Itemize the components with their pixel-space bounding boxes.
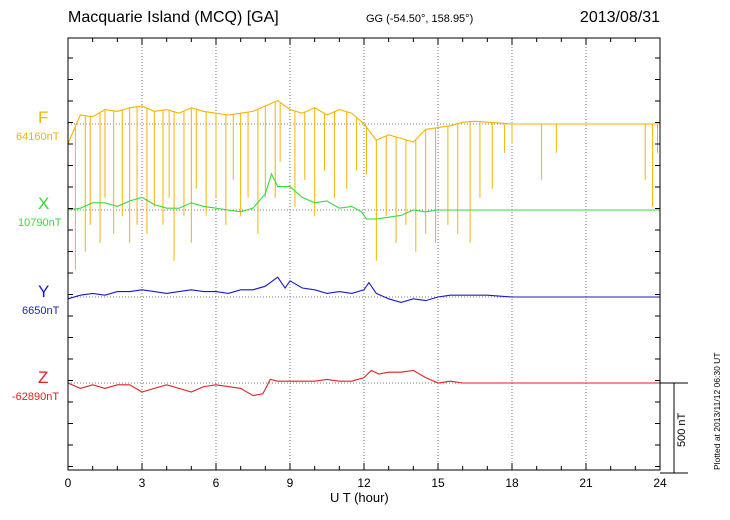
x-tick-labels: 0 3 6 9 12 15 18 21 24 (65, 476, 667, 490)
x-tick-label-21: 21 (579, 476, 593, 490)
plotted-timestamp: Plotted at 2013/11/12 06:30 UT (712, 352, 722, 470)
series-baseline-text-z: -62890nT (12, 391, 60, 403)
series-label-x: X (38, 194, 49, 214)
plot-frame (67, 37, 661, 471)
x-tick-label-15: 15 (431, 476, 445, 490)
x-tick-label-12: 12 (357, 476, 371, 490)
series-name-z: Z (38, 368, 49, 387)
series-traces (67, 99, 660, 397)
x-tick-label-0: 0 (65, 476, 72, 490)
series-line-z (67, 369, 660, 397)
series-baseline-text-f: 64160nT (16, 131, 60, 143)
grid-lines (141, 38, 587, 470)
series-baseline-f: 64160nT (16, 131, 59, 143)
series-name-y: Y (38, 282, 50, 301)
series-baseline-z: -62890nT (12, 391, 59, 403)
chart-date: 2013/08/31 (579, 9, 660, 26)
series-baseline-text-y: 6650nT (22, 305, 60, 317)
x-tick-label-18: 18 (505, 476, 519, 490)
scale-bar (660, 382, 688, 474)
station-title: Macquarie Island (MCQ) [GA] (68, 9, 279, 26)
x-axis-label: U T (hour) (330, 490, 389, 505)
station-coordinates: GG (-54.50°, 158.95°) (366, 13, 474, 25)
series-label-f: F (38, 108, 48, 128)
x-tick-label-24: 24 (653, 476, 667, 490)
series-baseline-x: 10790nT (18, 217, 61, 229)
series-name-f: F (38, 108, 49, 127)
x-tick-label-6: 6 (213, 476, 220, 490)
series-baseline-y: 6650nT (22, 305, 59, 317)
series-name-x: X (38, 194, 50, 213)
series-line-y (67, 276, 660, 303)
scale-bar-label: 500 nT (676, 412, 688, 447)
series-label-y: Y (38, 282, 49, 302)
series-line-x (67, 172, 660, 220)
x-tick-label-9: 9 (287, 476, 294, 490)
series-baseline-text-x: 10790nT (18, 217, 62, 229)
series-label-z: Z (38, 368, 48, 388)
x-tick-label-3: 3 (139, 476, 146, 490)
